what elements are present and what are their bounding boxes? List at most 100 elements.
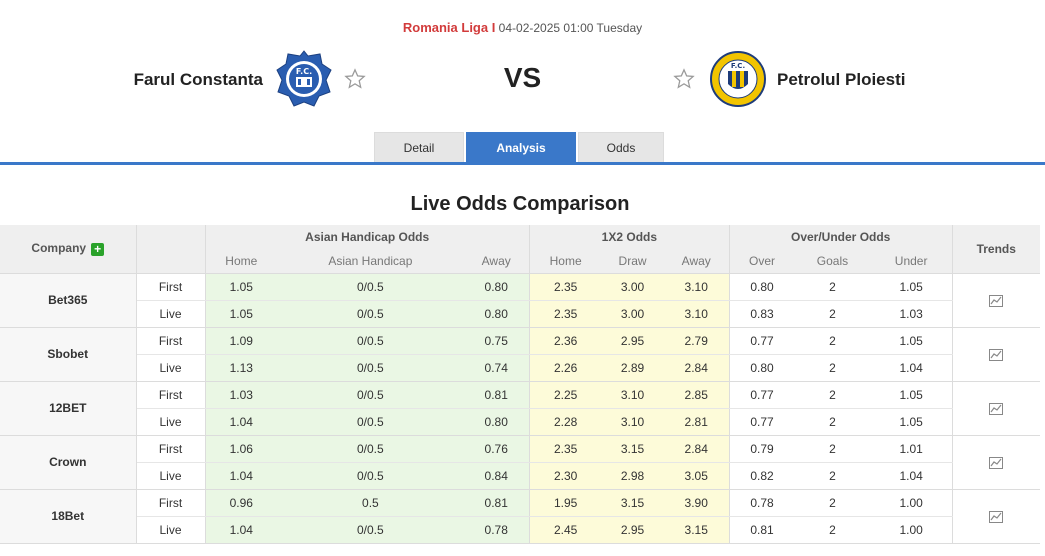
odds-cell-ah: 1.05 (205, 273, 278, 301)
odds-cell-ou: 1.05 (870, 408, 952, 436)
table-row: Bet365 First 1.05 0/0.5 0.80 2.35 3.00 3.10 0.80… (0, 273, 1040, 328)
tab-detail[interactable]: Detail (374, 132, 464, 162)
svg-text:F.C.: F.C. (296, 67, 312, 76)
table-row: 12BET First 1.03 0/0.5 0.81 2.25 3.10 2.85 0.77 2… (0, 381, 1040, 436)
trend-chart-icon[interactable] (989, 455, 1004, 469)
trend-chart-button[interactable] (951, 273, 1040, 328)
col-header: Over (729, 249, 795, 274)
col-header: Draw (601, 249, 664, 274)
trend-chart-button[interactable] (951, 435, 1040, 490)
odds-cell-x12: 2.26 (529, 354, 602, 382)
odds-comparison-table: Company + Asian Handicap Odds 1X2 Odds Ov… (0, 225, 1040, 544)
vs-label: VS (503, 62, 542, 93)
home-team-name[interactable]: Farul Constanta (133, 70, 263, 89)
section-title: Live Odds Comparison (410, 193, 630, 215)
league-line: Romania Liga I 04-02-2025 01:00 Tuesday (0, 20, 1045, 35)
home-team-logo[interactable]: F.C. (276, 50, 332, 108)
odds-cell-ou: 1.00 (870, 489, 952, 517)
odds-cell-ah: 0.81 (463, 381, 530, 409)
odds-cell-x12: 3.15 (663, 516, 730, 544)
odds-cell-ah: 0/0.5 (277, 273, 464, 301)
odds-cell-ou: 2 (794, 327, 871, 355)
odds-cell-ah: 0.74 (463, 354, 530, 382)
tab-analysis[interactable]: Analysis (466, 132, 576, 162)
odds-cell-ah: 0/0.5 (277, 408, 464, 436)
trend-chart-icon[interactable] (989, 401, 1004, 415)
odds-cell-x12: 3.10 (663, 273, 730, 301)
odds-cell-ou: 1.00 (870, 516, 952, 544)
odds-cell-x12: 2.79 (663, 327, 730, 355)
odds-cell-x12: 2.28 (529, 408, 602, 436)
odds-cell-ah: 0.80 (463, 273, 530, 301)
odds-cell-x12: 3.00 (601, 300, 664, 328)
odds-cell-x12: 3.15 (601, 435, 664, 463)
odds-cell-x12: 2.89 (601, 354, 664, 382)
odds-cell-x12: 2.25 (529, 381, 602, 409)
odds-cell-x12: 2.95 (601, 327, 664, 355)
company-name[interactable]: Bet365 (0, 273, 137, 328)
odds-cell-ah: 0.96 (205, 489, 278, 517)
odds-cell-x12: 3.15 (601, 489, 664, 517)
company-name[interactable]: 12BET (0, 381, 137, 436)
company-name[interactable]: Crown (0, 435, 137, 490)
odds-cell-ou: 2 (794, 381, 871, 409)
col-header: Goals (794, 249, 871, 274)
add-company-icon[interactable]: + (91, 243, 105, 257)
odds-cell-ou: 1.04 (870, 354, 952, 382)
odds-cell-ou: 0.79 (729, 435, 795, 463)
odds-cell-x12: 2.45 (529, 516, 602, 544)
table-row: Sbobet First 1.09 0/0.5 0.75 2.36 2.95 2.79 0.77… (0, 327, 1040, 382)
odds-cell-x12: 2.35 (529, 435, 602, 463)
away-team-logo[interactable]: F.C. (710, 50, 766, 108)
company-name[interactable]: Sbobet (0, 327, 137, 382)
odds-cell-ou: 0.78 (729, 489, 795, 517)
company-header: Company + (0, 225, 137, 274)
odds-cell-x12: 1.95 (529, 489, 602, 517)
col-header: Asian Handicap (277, 249, 464, 274)
odds-cell-ou: 2 (794, 516, 871, 544)
company-name[interactable]: 18Bet (0, 489, 137, 544)
odds-cell-ah: 0.80 (463, 300, 530, 328)
odds-cell-ah: 0.80 (463, 408, 530, 436)
trend-chart-button[interactable] (951, 489, 1040, 544)
odds-cell-x12: 2.30 (529, 462, 602, 490)
svg-text:F.C.: F.C. (731, 62, 745, 70)
trend-chart-icon[interactable] (989, 293, 1004, 307)
odds-kind-label: Live (136, 462, 206, 490)
tab-odds[interactable]: Odds (578, 132, 664, 162)
col-header: Away (663, 249, 730, 274)
odds-kind-label: Live (136, 408, 206, 436)
odds-cell-ou: 2 (794, 489, 871, 517)
trend-chart-icon[interactable] (989, 347, 1004, 361)
trend-chart-button[interactable] (951, 327, 1040, 382)
odds-cell-x12: 2.35 (529, 300, 602, 328)
odds-cell-ah: 0/0.5 (277, 462, 464, 490)
trend-chart-button[interactable] (951, 381, 1040, 436)
odds-cell-ah: 0.84 (463, 462, 530, 490)
odds-cell-ou: 2 (794, 273, 871, 301)
odds-cell-ou: 1.05 (870, 381, 952, 409)
away-team-name[interactable]: Petrolul Ploiesti (777, 70, 906, 89)
odds-cell-ah: 0.5 (277, 489, 464, 517)
over-under-header: Over/Under Odds (729, 225, 952, 249)
odds-cell-ou: 2 (794, 354, 871, 382)
odds-cell-ah: 0/0.5 (277, 435, 464, 463)
table-row: Live 1.04 0/0.5 0.80 2.28 3.10 2.81 0.77 2 1.05 (0, 408, 1040, 436)
odds-cell-ah: 0.81 (463, 489, 530, 517)
odds-cell-ah: 0/0.5 (277, 300, 464, 328)
col-header: Under (870, 249, 952, 274)
odds-cell-x12: 3.10 (601, 381, 664, 409)
trend-chart-icon[interactable] (989, 509, 1004, 523)
odds-cell-ou: 1.03 (870, 300, 952, 328)
odds-cell-ou: 1.05 (870, 327, 952, 355)
odds-cell-ou: 1.01 (870, 435, 952, 463)
odds-cell-ah: 0/0.5 (277, 381, 464, 409)
odds-cell-ou: 0.77 (729, 327, 795, 355)
odds-cell-x12: 2.36 (529, 327, 602, 355)
favorite-star-icon[interactable] (344, 68, 366, 90)
favorite-star-icon[interactable] (673, 68, 695, 90)
league-link[interactable]: Romania Liga I (402, 20, 496, 35)
odds-cell-ah: 0/0.5 (277, 327, 464, 355)
odds-cell-x12: 2.85 (663, 381, 730, 409)
table-row: Live 1.13 0/0.5 0.74 2.26 2.89 2.84 0.80 2 1.04 (0, 354, 1040, 382)
